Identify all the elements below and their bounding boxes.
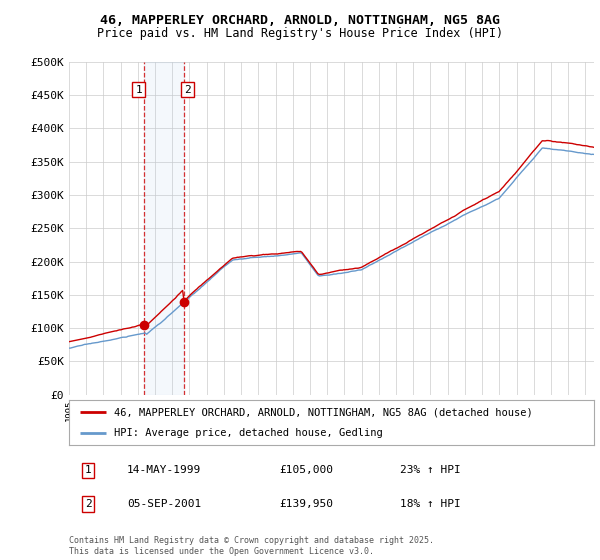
Text: 46, MAPPERLEY ORCHARD, ARNOLD, NOTTINGHAM, NG5 8AG (detached house): 46, MAPPERLEY ORCHARD, ARNOLD, NOTTINGHA… [113, 408, 532, 418]
Bar [144, 62, 184, 395]
Text: 1: 1 [85, 465, 91, 475]
Text: 23% ↑ HPI: 23% ↑ HPI [400, 465, 461, 475]
Text: £105,000: £105,000 [279, 465, 333, 475]
Text: 14-MAY-1999: 14-MAY-1999 [127, 465, 201, 475]
Text: HPI: Average price, detached house, Gedling: HPI: Average price, detached house, Gedl… [113, 428, 382, 438]
Text: 1: 1 [135, 85, 142, 95]
Text: 2: 2 [85, 499, 91, 509]
Text: 46, MAPPERLEY ORCHARD, ARNOLD, NOTTINGHAM, NG5 8AG: 46, MAPPERLEY ORCHARD, ARNOLD, NOTTINGHA… [100, 14, 500, 27]
Text: Contains HM Land Registry data © Crown copyright and database right 2025.
This d: Contains HM Land Registry data © Crown c… [69, 536, 434, 556]
Text: 2: 2 [184, 85, 191, 95]
Text: 05-SEP-2001: 05-SEP-2001 [127, 499, 201, 509]
Text: £139,950: £139,950 [279, 499, 333, 509]
Text: Price paid vs. HM Land Registry's House Price Index (HPI): Price paid vs. HM Land Registry's House … [97, 27, 503, 40]
Text: 18% ↑ HPI: 18% ↑ HPI [400, 499, 461, 509]
